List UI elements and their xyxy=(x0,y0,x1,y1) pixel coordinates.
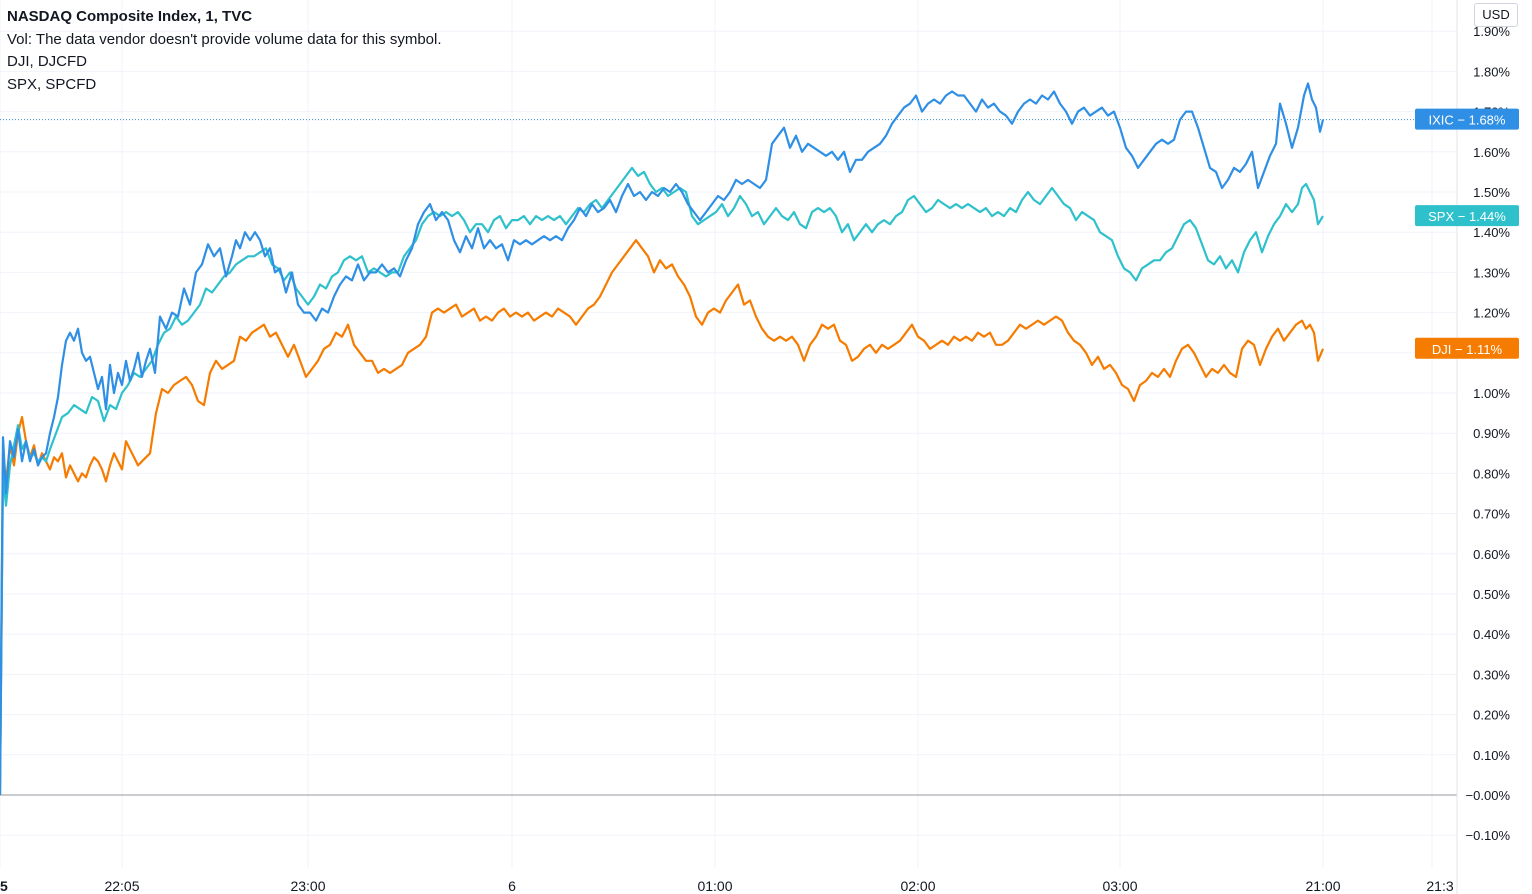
y-tick-label: 1.40% xyxy=(1473,225,1510,240)
y-tick-label: −0.00% xyxy=(1466,788,1511,803)
y-tick-label: 0.40% xyxy=(1473,627,1510,642)
currency-button[interactable]: USD xyxy=(1474,3,1518,27)
compare-symbol-spx[interactable]: SPX, SPCFD xyxy=(7,75,97,93)
badge-bg xyxy=(1415,108,1519,130)
series-line-ixic[interactable] xyxy=(0,82,1325,796)
chart-legend: NASDAQ Composite Index, 1, TVC Vol: The … xyxy=(7,6,442,96)
y-tick-label: 0.10% xyxy=(1473,748,1510,763)
y-tick-label: 0.20% xyxy=(1473,708,1510,723)
x-tick-label: 02:00 xyxy=(900,878,935,894)
y-tick-label: 1.90% xyxy=(1473,24,1510,39)
x-tick-label: 21:00 xyxy=(1305,878,1340,894)
y-tick-label: 0.80% xyxy=(1473,466,1510,481)
y-tick-label: −0.10% xyxy=(1466,828,1511,843)
x-tick-label: 03:00 xyxy=(1102,878,1137,894)
x-tick-label: 6 xyxy=(508,878,516,894)
y-tick-label: 0.30% xyxy=(1473,667,1510,682)
y-tick-label: 0.70% xyxy=(1473,507,1510,522)
series-value-badges: IXIC − 1.68% SPX − 1.44% DJI − 1.11% xyxy=(1415,108,1519,359)
x-tick-label: 01:00 xyxy=(697,878,732,894)
x-tick-label: 23:00 xyxy=(290,878,325,894)
y-tick-label: 1.50% xyxy=(1473,185,1510,200)
y-tick-label: 1.00% xyxy=(1473,386,1510,401)
y-tick-label: 1.80% xyxy=(1473,64,1510,79)
series-lines xyxy=(0,82,1325,796)
symbol-title[interactable]: NASDAQ Composite Index, 1, TVC xyxy=(7,8,253,25)
badge-ixic: IXIC − 1.68% xyxy=(1415,108,1519,130)
series-line-dji[interactable] xyxy=(0,239,1325,796)
y-tick-label: 0.60% xyxy=(1473,547,1510,562)
y-tick-label: 1.60% xyxy=(1473,145,1510,160)
badge-spx: SPX − 1.44% xyxy=(1415,205,1519,227)
badge-label: DJI − 1.11% xyxy=(1432,342,1503,357)
x-tick-label: 5 xyxy=(0,878,8,894)
y-tick-label: 1.30% xyxy=(1473,265,1510,280)
y-tick-label: 0.50% xyxy=(1473,587,1510,602)
badge-dji: DJI − 1.11% xyxy=(1415,337,1519,359)
y-tick-label: 1.20% xyxy=(1473,306,1510,321)
badge-bg xyxy=(1415,337,1519,359)
badge-bg xyxy=(1415,205,1519,227)
x-tick-label: 21:3 xyxy=(1426,878,1453,894)
series-line-spx[interactable] xyxy=(0,166,1324,796)
badge-label: IXIC − 1.68% xyxy=(1429,113,1506,128)
y-tick-label: 0.90% xyxy=(1473,426,1510,441)
gridlines xyxy=(0,0,1457,868)
x-tick-label: 22:05 xyxy=(104,878,139,894)
price-axis[interactable]: 1.90%1.80%1.70%1.60%1.50%1.40%1.30%1.20%… xyxy=(1466,24,1511,843)
time-axis[interactable]: 5 22:05 23:00 6 01:00 02:00 03:00 21:00 21:3 xyxy=(0,878,1454,894)
badge-label: SPX − 1.44% xyxy=(1428,209,1506,224)
volume-note: Vol: The data vendor doesn't provide vol… xyxy=(7,30,442,48)
compare-symbol-dji[interactable]: DJI, DJCFD xyxy=(7,53,87,70)
